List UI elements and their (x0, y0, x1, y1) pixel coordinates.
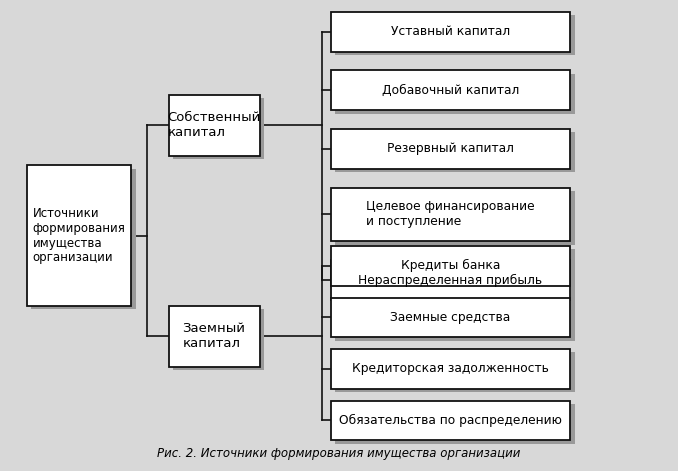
Text: Обязательства по распределению: Обязательства по распределению (339, 414, 562, 427)
FancyBboxPatch shape (336, 15, 575, 55)
FancyBboxPatch shape (336, 263, 575, 303)
FancyBboxPatch shape (26, 165, 132, 306)
Text: Кредиты банка: Кредиты банка (401, 260, 500, 273)
Text: Целевое финансирование
и поступление: Целевое финансирование и поступление (366, 201, 535, 228)
FancyBboxPatch shape (336, 74, 575, 114)
FancyBboxPatch shape (174, 98, 264, 159)
FancyBboxPatch shape (169, 95, 260, 156)
FancyBboxPatch shape (336, 191, 575, 244)
Text: Кредиторская задолженность: Кредиторская задолженность (352, 363, 549, 375)
FancyBboxPatch shape (331, 260, 570, 300)
Text: Собственный
капитал: Собственный капитал (167, 112, 261, 139)
FancyBboxPatch shape (336, 132, 575, 172)
FancyBboxPatch shape (336, 249, 575, 289)
Text: Резервный капитал: Резервный капитал (387, 142, 514, 155)
FancyBboxPatch shape (331, 298, 570, 337)
FancyBboxPatch shape (336, 301, 575, 341)
Text: Нераспределенная прибыль: Нераспределенная прибыль (359, 274, 542, 286)
FancyBboxPatch shape (31, 169, 136, 309)
Text: Рис. 2. Источники формирования имущества организации: Рис. 2. Источники формирования имущества… (157, 447, 521, 460)
FancyBboxPatch shape (331, 12, 570, 52)
Text: Заемные средства: Заемные средства (391, 311, 511, 324)
FancyBboxPatch shape (331, 71, 570, 110)
FancyBboxPatch shape (331, 129, 570, 169)
FancyBboxPatch shape (331, 400, 570, 440)
FancyBboxPatch shape (331, 187, 570, 241)
Text: Источники
формирования
имущества
организации: Источники формирования имущества организ… (33, 206, 125, 265)
FancyBboxPatch shape (331, 349, 570, 389)
FancyBboxPatch shape (169, 306, 260, 366)
FancyBboxPatch shape (331, 246, 570, 286)
Text: Заемный
капитал: Заемный капитал (182, 322, 245, 350)
Text: Уставный капитал: Уставный капитал (391, 25, 510, 38)
Text: Добавочный капитал: Добавочный капитал (382, 84, 519, 97)
FancyBboxPatch shape (336, 352, 575, 392)
FancyBboxPatch shape (174, 309, 264, 370)
FancyBboxPatch shape (336, 404, 575, 444)
